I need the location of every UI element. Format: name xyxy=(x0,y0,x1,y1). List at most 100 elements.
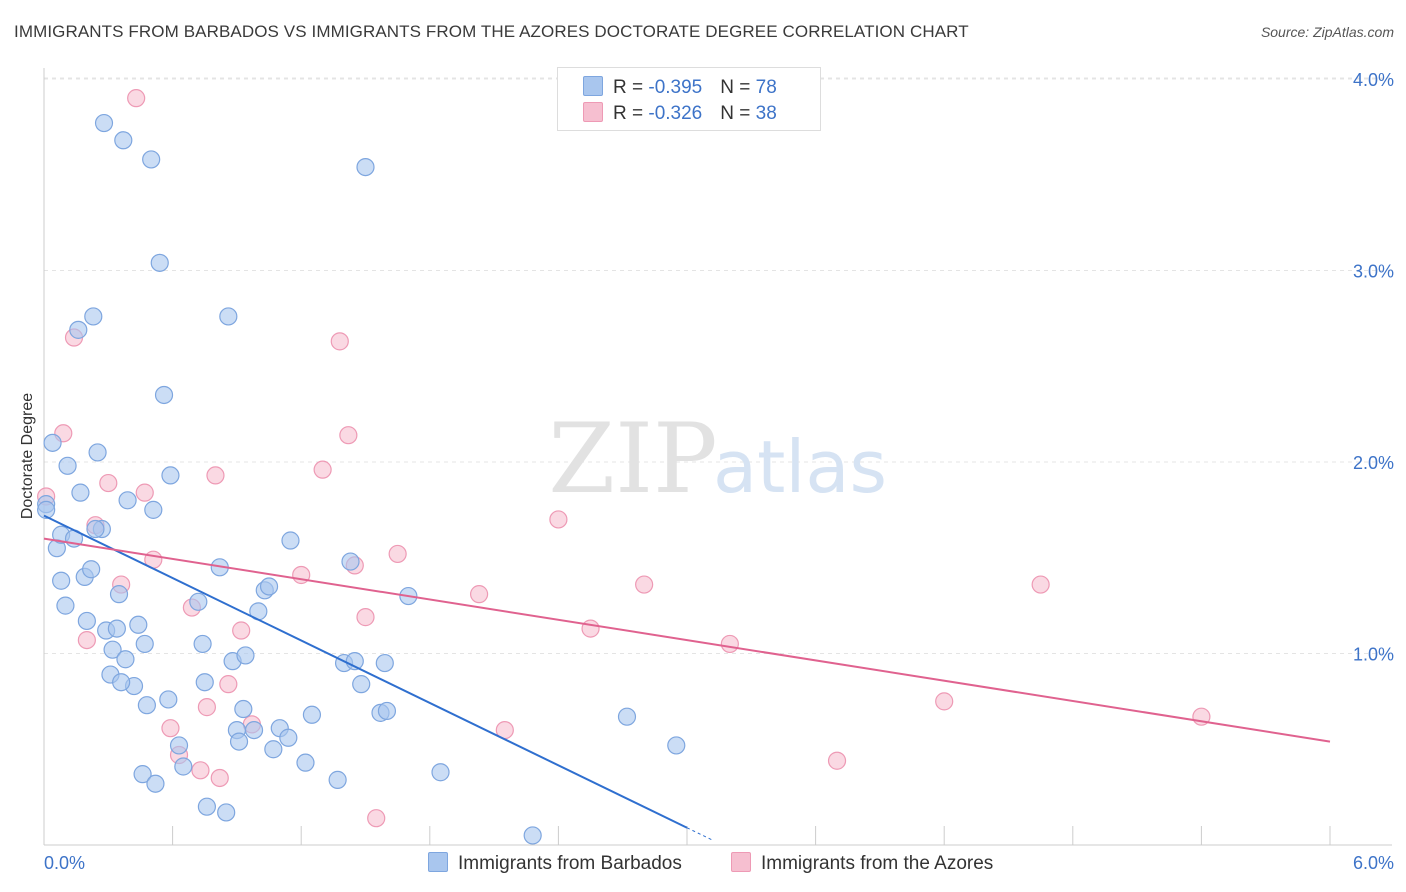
trend-line-barbados-extension xyxy=(686,827,713,841)
azores-point-34 xyxy=(827,751,847,770)
azores-point-22 xyxy=(330,332,349,351)
azores-point-16 xyxy=(210,768,229,788)
azores-point-25 xyxy=(356,608,375,627)
x-tick-label-max: 6.0% xyxy=(1353,853,1394,873)
watermark: ZIP atlas xyxy=(548,403,887,515)
barbados-point-55 xyxy=(259,577,279,596)
barbados-point-62 xyxy=(328,770,347,789)
barbados-point-30 xyxy=(137,696,156,715)
barbados-point-74 xyxy=(617,707,637,726)
barbados-point-67 xyxy=(356,157,375,177)
barbados-point-56 xyxy=(264,740,283,759)
y-tick-label-0: 1.0% xyxy=(1353,645,1394,665)
azores-point-10 xyxy=(161,719,180,738)
azores-point-8 xyxy=(135,483,154,502)
barbados-point-36 xyxy=(159,690,178,709)
y-tick-labels: 1.0% 2.0% 3.0% 4.0% xyxy=(1353,70,1394,665)
barbados-point-21 xyxy=(107,619,126,638)
barbados-point-70 xyxy=(377,701,397,721)
azores-point-27 xyxy=(388,544,407,564)
barbados-point-64 xyxy=(341,552,360,571)
barbados-point-25 xyxy=(118,491,137,510)
series-azores-points xyxy=(37,89,1211,828)
azores-point-17 xyxy=(219,675,238,694)
barbados-point-51 xyxy=(236,646,255,665)
azores-point-28 xyxy=(469,585,489,604)
legend-swatch-azores xyxy=(583,102,603,122)
barbados-point-38 xyxy=(169,736,189,755)
legend-n-label: N = xyxy=(720,77,756,98)
bottom-legend-swatch-barbados xyxy=(428,852,448,872)
axes xyxy=(43,68,1392,846)
barbados-point-31 xyxy=(142,150,161,169)
barbados-point-5 xyxy=(52,571,71,590)
y-axis-label: Doctorate Degree xyxy=(19,392,36,520)
barbados-point-66 xyxy=(352,675,371,694)
grid-lines xyxy=(44,77,1390,654)
azores-point-35 xyxy=(935,692,954,711)
barbados-point-28 xyxy=(133,765,152,784)
legend-r-label: R = xyxy=(613,77,649,98)
trend-line-barbados xyxy=(43,514,688,829)
barbados-point-60 xyxy=(296,753,315,772)
watermark-zip: ZIP xyxy=(548,403,717,515)
azores-point-31 xyxy=(581,619,600,638)
azores-point-21 xyxy=(313,460,332,479)
azores-point-7 xyxy=(127,89,146,108)
chart-title: IMMIGRANTS FROM BARBADOS VS IMMIGRANTS F… xyxy=(14,22,969,41)
barbados-point-43 xyxy=(197,797,216,816)
barbados-point-76 xyxy=(86,519,105,539)
barbados-point-40 xyxy=(189,592,208,611)
barbados-point-42 xyxy=(195,673,214,692)
y-tick-label-1: 2.0% xyxy=(1353,453,1394,473)
bottom-legend-swatch-azores xyxy=(731,852,751,872)
barbados-point-33 xyxy=(146,774,165,793)
barbados-point-6 xyxy=(56,596,75,615)
azores-point-32 xyxy=(635,575,654,594)
barbados-point-34 xyxy=(150,253,169,272)
legend-r-label: R = xyxy=(613,103,649,124)
barbados-point-24 xyxy=(116,650,135,669)
barbados-point-1 xyxy=(37,500,56,519)
barbados-point-15 xyxy=(88,443,107,462)
azores-point-23 xyxy=(339,426,358,445)
barbados-point-45 xyxy=(217,803,236,822)
azores-point-33 xyxy=(720,634,739,654)
legend-swatch-barbados xyxy=(583,76,603,96)
barbados-point-73 xyxy=(523,826,542,845)
series-barbados-points xyxy=(37,113,686,845)
barbados-point-58 xyxy=(279,728,298,747)
barbados-point-61 xyxy=(302,705,322,724)
barbados-point-75 xyxy=(667,736,686,755)
watermark-atlas: atlas xyxy=(713,425,887,509)
barbados-point-17 xyxy=(94,113,114,133)
barbados-point-46 xyxy=(219,307,238,326)
trend-lines xyxy=(43,514,1331,841)
barbados-point-7 xyxy=(58,456,77,475)
azores-point-3 xyxy=(77,630,96,650)
bottom-legend-barbados: Immigrants from Barbados xyxy=(428,852,682,875)
barbados-point-35 xyxy=(154,385,174,405)
x-tick-label-min: 0.0% xyxy=(44,853,85,873)
barbados-point-69 xyxy=(375,653,394,673)
azores-point-5 xyxy=(99,473,118,493)
barbados-point-77 xyxy=(112,673,131,692)
barbados-point-32 xyxy=(144,500,163,519)
barbados-point-12 xyxy=(77,611,96,631)
barbados-point-9 xyxy=(69,320,88,339)
barbados-point-13 xyxy=(82,560,101,579)
azores-point-13 xyxy=(191,761,210,780)
legend-n-value-azores: 38 xyxy=(755,103,777,124)
barbados-point-52 xyxy=(244,720,264,740)
source-label: Source: ZipAtlas.com xyxy=(1260,24,1394,40)
azores-point-14 xyxy=(197,698,216,717)
bottom-legend-azores: Immigrants from the Azores xyxy=(731,852,993,875)
barbados-point-10 xyxy=(71,483,90,502)
barbados-point-23 xyxy=(114,131,133,150)
barbados-point-37 xyxy=(161,466,180,485)
barbados-point-22 xyxy=(109,585,129,604)
barbados-point-20 xyxy=(103,640,122,659)
azores-point-26 xyxy=(367,809,386,828)
barbados-point-39 xyxy=(174,757,193,776)
